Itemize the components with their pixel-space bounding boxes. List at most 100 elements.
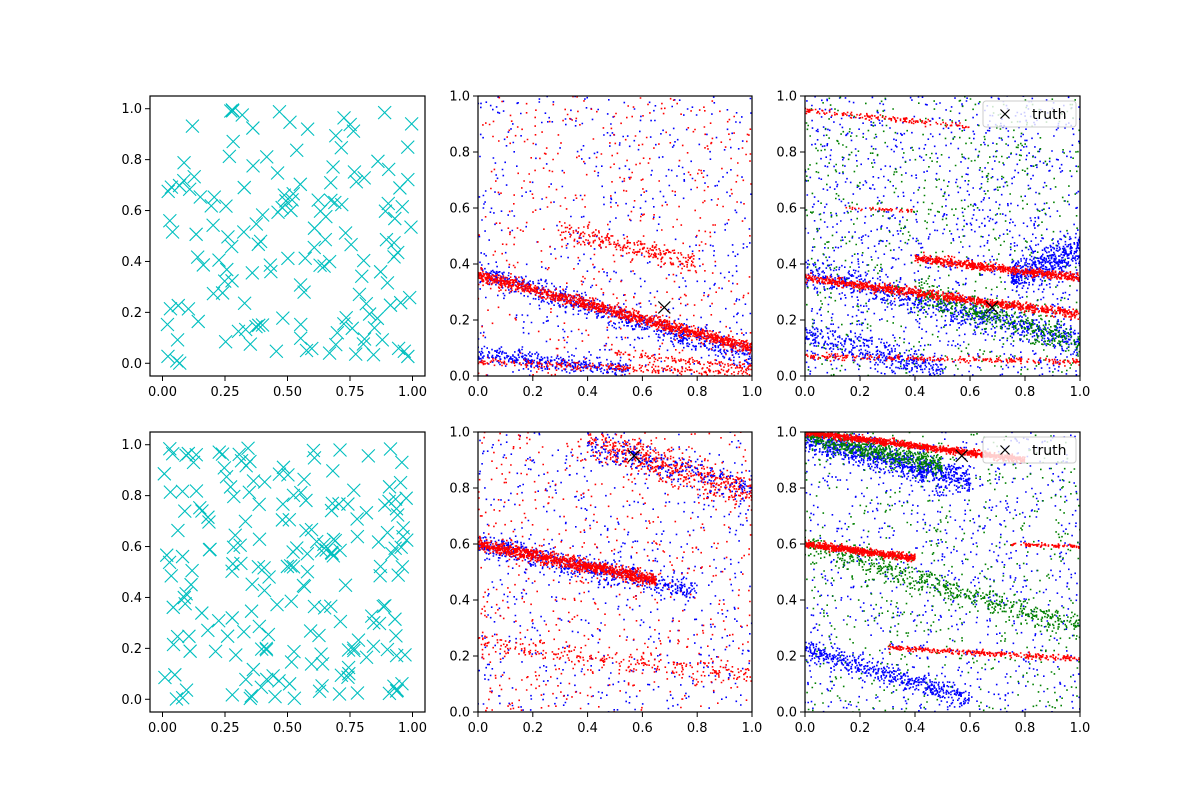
data-point (322, 254, 337, 269)
data-point (179, 586, 194, 601)
data-point (339, 310, 354, 325)
data-point (159, 548, 174, 563)
data-point (400, 140, 415, 154)
x-tick-label: 0.8 (687, 385, 708, 400)
x-tick-label: 0.8 (1015, 721, 1036, 736)
y-tick-label: 0.0 (121, 693, 142, 708)
data-point (323, 599, 338, 614)
data-point (312, 628, 326, 643)
data-point (322, 346, 337, 361)
data-point (164, 180, 179, 194)
data-point (215, 447, 230, 462)
data-point (255, 208, 270, 222)
data-point (160, 317, 175, 332)
data-point (333, 614, 348, 629)
data-point (259, 642, 274, 657)
x-tick-label: 0.25 (211, 721, 240, 736)
data-point (206, 286, 221, 301)
data-point (393, 475, 408, 490)
data-point (281, 467, 295, 482)
data-point (245, 121, 260, 135)
data-point (226, 489, 241, 504)
data-point (182, 182, 197, 197)
data-point (352, 287, 367, 302)
data-point (350, 686, 365, 700)
data-point (203, 542, 217, 557)
y-tick-label: 0.8 (449, 482, 470, 497)
x-tick-label: 0.4 (577, 721, 598, 736)
data-point (293, 485, 308, 500)
data-point (296, 578, 311, 593)
data-point (317, 600, 332, 615)
data-point (341, 643, 356, 657)
x-tick-label: 0.25 (211, 385, 240, 400)
x-tick-label: 0.4 (905, 385, 926, 400)
data-point (189, 227, 204, 242)
data-point (280, 251, 295, 266)
data-point (346, 483, 361, 498)
band-points-3 (587, 432, 752, 502)
data-point (385, 546, 399, 561)
data-point (228, 648, 243, 662)
data-point (346, 124, 361, 139)
data-point (289, 143, 304, 158)
data-point (223, 104, 238, 118)
data-point (314, 543, 329, 558)
subplot-top-middle: 0.0 0.2 0.4 0.6 0.8 1.0 0.0 0.2 0.4 0.6 0.8 1.0 (449, 90, 762, 401)
data-point (373, 264, 388, 279)
data-point (243, 691, 258, 706)
data-point (238, 322, 253, 337)
data-point (254, 642, 269, 657)
data-point (165, 225, 180, 239)
data-point (187, 169, 202, 184)
data-point (304, 522, 319, 537)
data-point (404, 117, 419, 131)
data-point (225, 687, 240, 702)
data-point (389, 628, 403, 643)
data-point (350, 512, 365, 526)
y-tick-label: 0.8 (121, 153, 142, 168)
data-point (166, 637, 181, 652)
data-point (164, 569, 179, 583)
y-tick-label: 0.2 (449, 650, 470, 665)
data-point (287, 691, 302, 706)
x-tick-label: 0.6 (960, 721, 981, 736)
data-point (246, 474, 261, 488)
data-point (303, 624, 318, 638)
y-tick-label: 1.0 (121, 438, 142, 453)
data-point (378, 204, 393, 219)
data-point (193, 190, 208, 204)
band-points-4 (478, 358, 751, 376)
data-point (380, 642, 395, 657)
data-point (165, 446, 180, 461)
data-point (270, 166, 285, 180)
data-point (262, 570, 276, 584)
data-point (235, 108, 250, 122)
data-point (245, 265, 260, 280)
data-point (306, 443, 321, 458)
x-tick-label: 1.00 (398, 385, 427, 400)
data-point (263, 264, 278, 279)
y-tick-label: 0.8 (121, 489, 142, 504)
data-point (185, 563, 199, 578)
data-point (338, 226, 353, 240)
subplot-top-left: 0.00 0.25 0.50 0.75 1.00 0.0 0.2 0.4 0.6 0.8 1.0 (121, 95, 427, 400)
data-point (293, 177, 308, 192)
data-point (218, 334, 233, 349)
legend-label: truth (1032, 107, 1066, 123)
x-tick-label: 0.2 (522, 721, 543, 736)
data-point (348, 347, 363, 362)
data-point (287, 644, 301, 659)
y-tick-label: 1.0 (449, 90, 470, 105)
x-tick-label: 1.0 (742, 385, 763, 400)
data-point (318, 232, 333, 247)
data-point (257, 561, 271, 575)
data-point (246, 662, 261, 677)
x-tick-label: 0.75 (336, 385, 365, 400)
data-point (377, 598, 392, 613)
data-point (162, 441, 177, 456)
data-point (338, 578, 353, 593)
data-point (371, 154, 385, 169)
data-point (269, 344, 284, 359)
